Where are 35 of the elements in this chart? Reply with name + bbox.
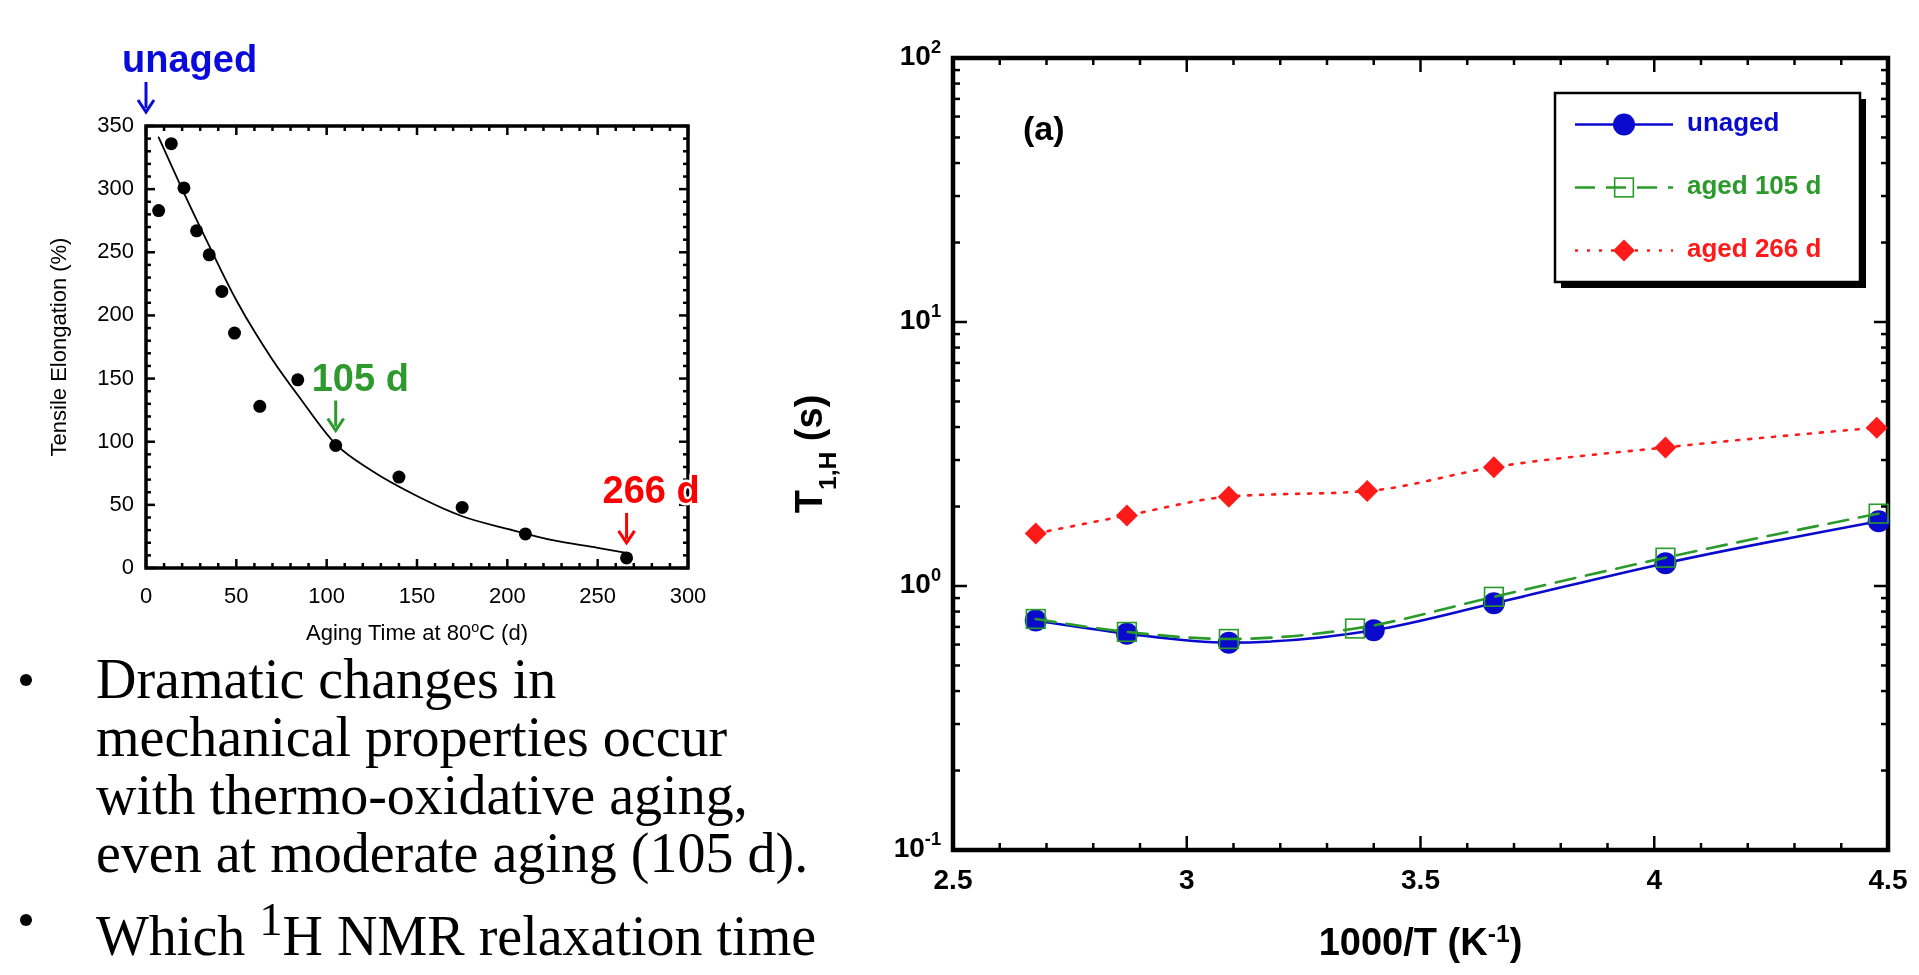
x-tick-label: 300 (669, 582, 707, 608)
y-tick-label: 10$^{2}$ (899, 36, 941, 72)
text: unaged (122, 38, 258, 80)
x-axis-title: Aging Time at 80$^{o}$C (d) (306, 619, 528, 645)
y-tick-label: 150 (97, 364, 134, 390)
x-tick-label: 250 (579, 582, 617, 608)
x-tick-label: 150 (398, 582, 436, 608)
x-tick-label: 4 (1646, 864, 1663, 896)
y-axis-title: Tensile Elongation (%) (46, 237, 71, 457)
text: Dramatic changes in mechanical properties occur with thermo-oxidative aging, even at moderate aging (105 d). (96, 648, 809, 884)
text: Which $^{1}$H NMR relaxation time (96, 893, 817, 967)
x-tick-label: 200 (488, 582, 526, 608)
annotation: 105 d (311, 356, 409, 399)
x-tick-label: 3.5 (1401, 864, 1440, 896)
y-tick-label: 50 (109, 490, 134, 516)
y-tick-label: 200 (97, 301, 134, 327)
x-tick-label: 50 (224, 582, 249, 608)
x-tick-label: 2.5 (933, 864, 973, 896)
y-tick-label: 350 (97, 111, 134, 137)
x-tick-label: 3 (1178, 864, 1195, 896)
x-tick-label: 4.5 (1868, 864, 1908, 896)
y-tick-label: 250 (97, 238, 134, 264)
x-tick-label: 100 (308, 582, 346, 608)
x-tick-label: 0 (139, 582, 153, 608)
legend-label: aged 105 d (1687, 170, 1822, 201)
y-tick-label: 0 (121, 553, 134, 579)
annotation: (a) (1023, 109, 1065, 147)
y-tick-label: 300 (97, 174, 134, 200)
y-tick-label: 10$^{-1}$ (893, 828, 941, 864)
y-tick-label: 10$^{1}$ (899, 300, 941, 336)
y-tick-label: 100 (97, 427, 134, 453)
legend-label: aged 266 d (1687, 233, 1822, 264)
x-axis-title: 1000/T (K$^{-1}$) (1318, 919, 1523, 963)
y-tick-label: 10$^{0}$ (899, 564, 941, 600)
legend-label: unaged (1687, 107, 1780, 138)
